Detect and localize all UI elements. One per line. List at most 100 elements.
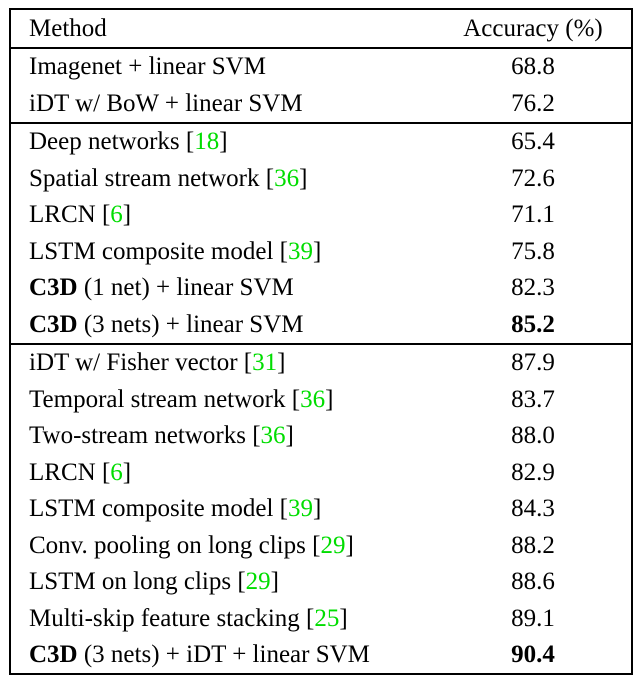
method-text: LRCN <box>29 201 102 228</box>
citation-close-bracket: ] <box>219 128 228 155</box>
table-row: LRCN [6] 71.1 <box>10 197 632 234</box>
table-row: Temporal stream network [36] 83.7 <box>10 381 632 418</box>
accuracy-column-header: Accuracy (%) <box>435 9 632 49</box>
citation-number: 36 <box>274 164 300 192</box>
citation-number: 6 <box>110 458 123 486</box>
citation: [36] <box>266 165 308 192</box>
method-text: Spatial stream network <box>29 164 266 192</box>
method-text: (3 nets) + linear SVM <box>77 310 304 338</box>
method-text: Two-stream networks <box>29 422 253 449</box>
accuracy-cell: 82.9 <box>511 458 555 486</box>
citation: [18] <box>186 128 228 155</box>
accuracy-cell: 82.3 <box>511 274 555 301</box>
method-cell: LSTM composite model [39] <box>10 233 435 270</box>
citation-open-bracket: [ <box>252 422 261 449</box>
method-text: Deep networks <box>29 128 186 155</box>
citation-number: 29 <box>245 568 271 595</box>
accuracy-cell: 72.6 <box>511 164 555 192</box>
citation-open-bracket: [ <box>101 458 111 486</box>
method-cell: LRCN [6] <box>10 197 435 234</box>
table-row: Multi-skip feature stacking [25] 89.1 <box>10 600 632 637</box>
accuracy-cell: 71.1 <box>511 201 555 228</box>
citation-open-bracket: [ <box>237 568 246 595</box>
citation-open-bracket: [ <box>265 164 275 192</box>
table-row: Two-stream networks [36] 88.0 <box>10 418 632 455</box>
table-row: LSTM composite model [39] 84.3 <box>10 491 632 528</box>
accuracy-cell: 89.1 <box>511 604 555 632</box>
citation-close-bracket: ] <box>339 604 348 632</box>
citation: [6] <box>102 201 131 228</box>
method-text: Imagenet + linear SVM <box>29 53 266 80</box>
method-column-header: Method <box>10 9 435 49</box>
accuracy-cell: 88.2 <box>511 531 555 559</box>
method-text: Temporal stream network <box>29 385 292 413</box>
citation-close-bracket: ] <box>345 531 354 559</box>
method-text: (3 nets) + iDT + linear SVM <box>77 641 370 668</box>
citation-close-bracket: ] <box>313 237 322 265</box>
method-cell: iDT w/ Fisher vector [31] <box>10 342 435 381</box>
accuracy-cell: 75.8 <box>511 237 555 265</box>
citation-open-bracket: [ <box>312 531 321 559</box>
citation-close-bracket: ] <box>313 495 322 522</box>
citation-number: 36 <box>260 422 286 449</box>
citation: [6] <box>102 459 131 486</box>
accuracy-cell: 90.4 <box>511 641 555 668</box>
citation-close-bracket: ] <box>299 164 308 192</box>
citation-close-bracket: ] <box>270 568 279 595</box>
table-row: Imagenet + linear SVM[] 68.8 <box>10 48 632 86</box>
table-row: LRCN [6] 82.9 <box>10 454 632 491</box>
method-cell: Multi-skip feature stacking [25] <box>10 600 435 637</box>
method-text: iDT w/ BoW + linear SVM <box>29 89 303 117</box>
accuracy-cell: 68.8 <box>511 53 555 80</box>
method-cell: LRCN [6] <box>10 454 435 491</box>
citation-close-bracket: ] <box>122 458 132 486</box>
method-text: (1 net) + linear SVM <box>77 274 294 301</box>
table-row: C3D (3 nets) + iDT + linear SVM[] 90.4 <box>10 637 632 675</box>
citation: [39] <box>280 495 322 522</box>
method-bold-text: C3D <box>29 310 78 338</box>
accuracy-cell: 65.4 <box>435 121 632 160</box>
method-bold-text: C3D <box>29 641 78 668</box>
table-header-row: Method Accuracy (%) <box>10 9 632 49</box>
citation: [29] <box>237 568 279 595</box>
citation-open-bracket: [ <box>279 237 288 265</box>
citation-open-bracket: [ <box>306 604 315 632</box>
accuracy-cell: 88.6 <box>511 568 555 595</box>
method-cell: Spatial stream network [36] <box>10 160 435 197</box>
method-cell: Two-stream networks [36] <box>10 418 435 455</box>
citation-number: 29 <box>320 531 346 559</box>
accuracy-cell: 87.9 <box>435 342 632 381</box>
citation-number: 25 <box>314 604 340 632</box>
method-cell: C3D (3 nets) + iDT + linear SVM[] <box>10 637 435 675</box>
method-cell: Conv. pooling on long clips [29] <box>10 527 435 564</box>
method-text: LSTM composite model <box>29 237 280 265</box>
table-row: Conv. pooling on long clips [29] 88.2 <box>10 527 632 564</box>
citation-number: 31 <box>252 349 278 376</box>
method-text: Conv. pooling on long clips <box>29 531 313 559</box>
method-cell: iDT w/ BoW + linear SVM[] <box>10 85 435 123</box>
citation-close-bracket: ] <box>277 349 286 376</box>
accuracy-cell: 85.2 <box>511 310 555 338</box>
table-row: iDT w/ Fisher vector [31] 87.9 <box>10 342 632 381</box>
method-text: Multi-skip feature stacking <box>29 604 307 632</box>
method-text: LSTM on long clips <box>29 568 238 595</box>
table-row: iDT w/ BoW + linear SVM[] 76.2 <box>10 85 632 123</box>
method-cell: Temporal stream network [36] <box>10 381 435 418</box>
citation-close-bracket: ] <box>122 201 132 228</box>
citation: [29] <box>312 532 354 559</box>
citation-number: 39 <box>288 495 313 522</box>
citation: [25] <box>306 605 348 632</box>
citation-open-bracket: [ <box>185 128 195 155</box>
results-table: Method Accuracy (%) Imagenet + linear SV… <box>9 8 633 675</box>
method-cell: C3D (3 nets) + linear SVM[] <box>10 306 435 344</box>
citation-number: 6 <box>110 201 123 228</box>
citation-close-bracket: ] <box>285 422 294 449</box>
method-text: iDT w/ Fisher vector <box>29 349 244 376</box>
table-row: Deep networks [18] 65.4 <box>10 121 632 160</box>
citation-open-bracket: [ <box>101 201 111 228</box>
citation-number: 36 <box>300 385 326 413</box>
accuracy-cell: 83.7 <box>511 385 555 413</box>
accuracy-cell: 84.3 <box>511 495 555 522</box>
method-cell: LSTM composite model [39] <box>10 491 435 528</box>
table-row: C3D (1 net) + linear SVM[] 82.3 <box>10 270 632 307</box>
